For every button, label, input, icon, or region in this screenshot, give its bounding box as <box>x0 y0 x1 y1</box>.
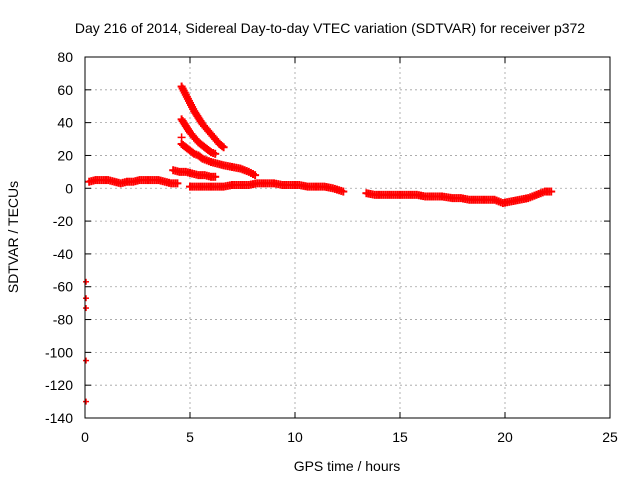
y-tick-label: 20 <box>57 147 73 163</box>
data-point <box>173 179 182 188</box>
y-tick-label: -60 <box>53 279 73 295</box>
data-point <box>339 187 348 196</box>
y-tick-label: 0 <box>65 180 73 196</box>
data-point <box>218 142 227 151</box>
chart-title: Day 216 of 2014, Sidereal Day-to-day VTE… <box>75 20 585 36</box>
data-point <box>547 187 556 196</box>
y-tick-label: 60 <box>57 82 73 98</box>
x-tick-label: 5 <box>186 429 194 445</box>
data-point <box>251 171 260 180</box>
data-point <box>83 295 89 302</box>
y-tick-label: 40 <box>57 115 73 131</box>
plot-frame <box>84 56 611 419</box>
data-point <box>83 357 89 364</box>
x-tick-label: 10 <box>287 429 303 445</box>
x-axis-label: GPS time / hours <box>294 458 401 474</box>
y-tick-label: -120 <box>45 377 73 393</box>
data-point <box>83 278 89 285</box>
y-tick-label: 80 <box>57 49 73 65</box>
data-point <box>83 398 89 405</box>
data-point <box>211 149 220 158</box>
y-tick-label: -140 <box>45 410 73 426</box>
x-tick-label: 15 <box>392 429 408 445</box>
data-points <box>83 82 556 405</box>
axes: -140 -120 -100 -80 -60 -40 -20 0 20 40 60 80 0 5 10 15 2… <box>45 49 618 445</box>
data-point <box>83 305 89 312</box>
y-tick-label: -100 <box>45 344 73 360</box>
grid-lines <box>85 57 610 418</box>
x-tick-label: 20 <box>497 429 513 445</box>
y-tick-label: -80 <box>53 312 73 328</box>
x-tick-label: 0 <box>81 429 89 445</box>
data-point <box>211 172 220 181</box>
data-point <box>177 133 186 142</box>
y-tick-label: -20 <box>53 213 73 229</box>
y-tick-label: -40 <box>53 246 73 262</box>
x-tick-label: 25 <box>602 429 618 445</box>
y-axis-label: SDTVAR / TECUs <box>5 181 21 293</box>
data-point <box>219 143 228 152</box>
